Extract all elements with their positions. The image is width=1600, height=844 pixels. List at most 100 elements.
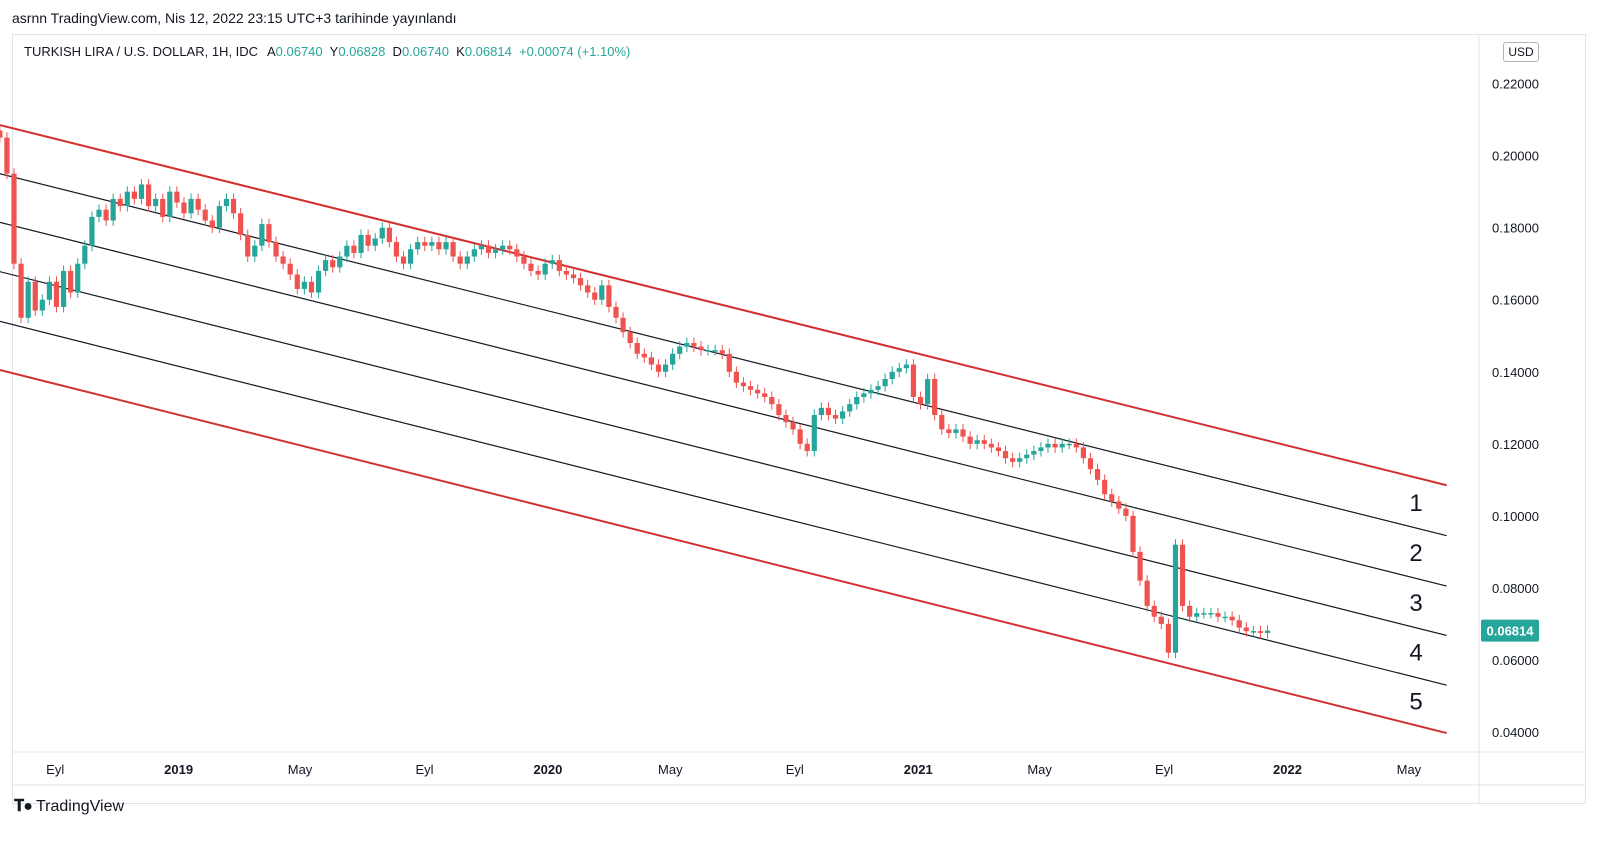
candle	[967, 436, 973, 444]
candle	[1059, 443, 1065, 448]
candle	[337, 256, 343, 268]
candle	[96, 209, 102, 217]
last-price-badge	[1481, 619, 1539, 642]
candle	[351, 245, 357, 253]
candle	[32, 281, 38, 311]
candle	[691, 342, 697, 347]
candle	[181, 202, 187, 214]
x-tick-label: Eyl	[1155, 762, 1173, 777]
candle	[1080, 447, 1087, 459]
zone-label-4: 4	[1409, 640, 1422, 667]
candle	[124, 191, 130, 207]
candle	[592, 292, 598, 300]
candle	[889, 371, 895, 379]
chart-frame	[12, 34, 1586, 804]
candle	[46, 281, 53, 300]
x-tick-label: 2022	[1273, 762, 1302, 777]
candle	[783, 415, 789, 423]
candle	[308, 281, 315, 293]
candle	[1201, 613, 1207, 615]
candle	[840, 411, 846, 419]
y-tick-label: 0.06000	[1492, 653, 1539, 668]
candle	[1087, 458, 1094, 470]
candle	[110, 198, 116, 221]
candle	[563, 270, 570, 275]
low-value: 0.06740	[401, 44, 449, 59]
candle	[39, 299, 45, 311]
candle	[946, 429, 952, 434]
candle	[719, 350, 725, 354]
candle	[832, 415, 839, 419]
candle	[726, 353, 732, 372]
candle	[167, 191, 173, 217]
candle	[854, 396, 860, 405]
candle	[825, 407, 832, 416]
channel-line-1	[0, 173, 1447, 537]
candle	[1066, 443, 1072, 446]
zone-label-2: 2	[1409, 540, 1422, 567]
candle	[280, 256, 286, 264]
candle	[514, 249, 520, 257]
candle	[266, 224, 272, 243]
candle	[323, 260, 329, 271]
candle	[1031, 451, 1037, 455]
candle	[202, 209, 208, 221]
candle	[1017, 458, 1023, 462]
candle	[1165, 623, 1172, 653]
candle	[1024, 454, 1030, 459]
candle	[393, 242, 400, 257]
candle	[542, 263, 548, 275]
candle	[1102, 479, 1108, 495]
y-tick-label: 0.14000	[1492, 365, 1539, 380]
candle	[450, 242, 456, 257]
candle	[910, 364, 917, 397]
zone-label-1: 1	[1409, 490, 1422, 517]
candle	[769, 396, 775, 405]
candle	[705, 350, 711, 352]
candle	[953, 429, 959, 434]
candle	[422, 242, 428, 246]
zone-label-3: 3	[1409, 590, 1422, 617]
candle	[1243, 627, 1249, 632]
candle	[1002, 451, 1009, 459]
candle	[89, 216, 95, 246]
y-tick-label: 0.22000	[1492, 77, 1539, 92]
candle	[1257, 631, 1264, 633]
chart-legend: TURKISH LIRA / U.S. DOLLAR, 1H, IDC A0.0…	[24, 44, 630, 59]
candle	[762, 393, 768, 397]
currency-button[interactable]: USD	[1503, 42, 1539, 62]
candle	[103, 209, 109, 221]
candle	[485, 245, 492, 253]
candle	[75, 263, 81, 293]
candle	[712, 350, 718, 352]
candle	[1009, 458, 1016, 462]
tradingview-logo-icon: 𝐓●	[14, 798, 33, 815]
candle	[662, 364, 669, 372]
candle	[932, 378, 938, 416]
candle	[1109, 494, 1115, 502]
y-tick-label: 0.08000	[1492, 581, 1539, 596]
candle	[53, 281, 60, 307]
candle	[1073, 443, 1079, 448]
candle	[252, 245, 258, 257]
candle	[372, 238, 378, 246]
candle	[988, 443, 994, 448]
x-tick-label: 2021	[904, 762, 933, 777]
candle	[903, 364, 909, 369]
candle	[1187, 605, 1193, 617]
candle	[1215, 613, 1221, 617]
candle	[1264, 630, 1271, 633]
candle	[1116, 501, 1122, 509]
x-tick-label: May	[658, 762, 683, 777]
y-tick-label: 0.04000	[1492, 725, 1539, 740]
candle	[868, 389, 874, 394]
candle	[925, 378, 931, 405]
brand-name: TradingView	[35, 798, 125, 815]
candle	[131, 191, 137, 199]
candle	[436, 242, 442, 250]
symbol-name: TURKISH LIRA / U.S. DOLLAR, 1H, IDC	[24, 44, 259, 59]
y-tick-label: 0.20000	[1492, 149, 1539, 164]
candle	[1137, 551, 1143, 581]
tradingview-brand[interactable]: 𝐓● TradingView	[14, 798, 124, 816]
